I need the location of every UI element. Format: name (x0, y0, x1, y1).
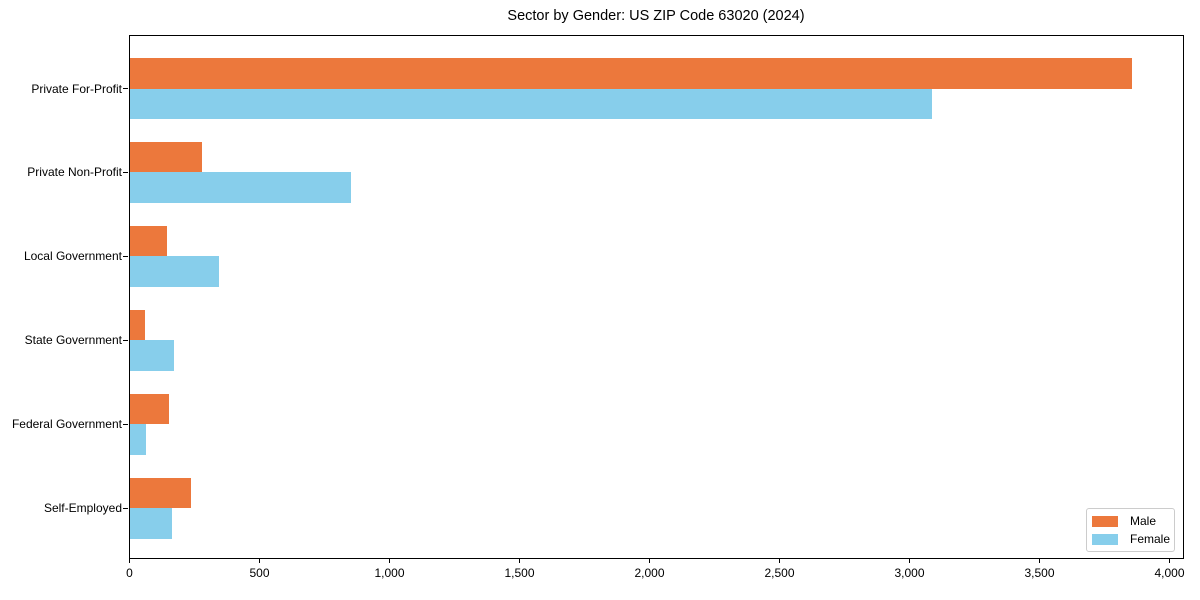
bar-male-5 (129, 477, 191, 508)
x-tick-label: 3,500 (1024, 566, 1055, 580)
y-axis-tick (123, 171, 128, 173)
bar-female-3 (129, 340, 174, 371)
x-tick-label: 3,000 (894, 566, 925, 580)
legend-label-female: Female (1130, 532, 1171, 546)
category-label: Self-Employed (43, 501, 122, 515)
bar-female-0 (129, 88, 932, 119)
female-color-swatch (1092, 533, 1118, 545)
bar-male-1 (129, 141, 203, 173)
x-tick-label: 500 (249, 566, 270, 580)
legend-item-male: Male (1092, 514, 1168, 528)
bar-female-4 (129, 424, 147, 455)
x-axis-tick (779, 558, 780, 563)
x-tick-label: 0 (126, 566, 133, 580)
x-axis-tick (129, 558, 130, 563)
x-tick-label: 2,500 (764, 566, 795, 580)
x-tick-label: 2,000 (634, 566, 665, 580)
x-axis-tick (1039, 558, 1040, 563)
y-axis-tick (123, 255, 128, 257)
bar-male-0 (129, 58, 1132, 89)
category-label: Private Non-Profit (27, 165, 122, 180)
y-axis-tick (123, 507, 128, 509)
category-label: State Government (24, 333, 122, 348)
bar-female-5 (129, 508, 173, 539)
legend: Male Female (1086, 508, 1175, 552)
bar-male-3 (129, 309, 146, 341)
bar-female-1 (129, 172, 351, 203)
y-axis-tick (123, 423, 128, 425)
plot-area (128, 34, 1184, 559)
bar-male-4 (129, 393, 169, 425)
bar-female-2 (129, 256, 220, 287)
chart-title: Sector by Gender: US ZIP Code 63020 (202… (507, 8, 805, 24)
x-axis-tick (259, 558, 260, 563)
bar-male-2 (129, 225, 168, 257)
category-label: Local Government (23, 249, 122, 264)
x-tick-label: 4,000 (1154, 566, 1185, 580)
x-tick-label: 1,500 (504, 566, 535, 580)
category-label: Federal Government (11, 417, 122, 432)
y-axis-tick (123, 88, 128, 89)
x-axis-tick (519, 558, 520, 563)
x-tick-label: 1,000 (374, 566, 405, 580)
legend-label-male: Male (1130, 514, 1157, 528)
x-axis-tick (389, 558, 390, 563)
legend-item-female: Female (1092, 532, 1171, 546)
male-color-swatch (1092, 515, 1118, 527)
x-axis-tick (909, 558, 910, 563)
x-axis-tick (1169, 558, 1170, 563)
y-axis-tick (123, 339, 128, 341)
x-axis-tick (649, 558, 650, 563)
category-label: Private For-Profit (31, 81, 122, 96)
